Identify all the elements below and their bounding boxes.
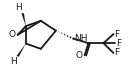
Text: NH: NH bbox=[74, 34, 88, 43]
Text: O: O bbox=[9, 30, 16, 39]
Text: F: F bbox=[114, 49, 119, 58]
Text: O: O bbox=[76, 51, 83, 60]
Text: F: F bbox=[114, 30, 119, 39]
Text: F: F bbox=[116, 39, 121, 48]
Text: H: H bbox=[10, 57, 16, 66]
Polygon shape bbox=[17, 44, 26, 57]
Text: H: H bbox=[15, 3, 21, 12]
Polygon shape bbox=[21, 13, 26, 26]
